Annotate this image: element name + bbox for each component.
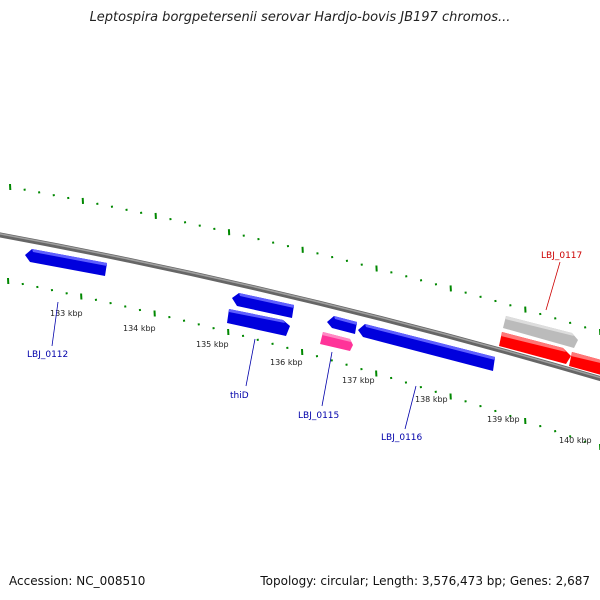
- gene-label-thid[interactable]: thiD: [230, 391, 249, 401]
- scale-label-135: 135 kbp: [196, 340, 229, 349]
- scale-label-134: 134 kbp: [123, 324, 156, 333]
- gene-unlabeled-2[interactable]: [327, 316, 357, 334]
- scale-label-139: 139 kbp: [487, 415, 520, 424]
- gene-grey-feature[interactable]: [503, 316, 578, 348]
- scale-label-140: 140 kbp: [559, 436, 592, 445]
- gene-lbj-0112[interactable]: [25, 249, 107, 276]
- leader-lbj-0117: [545, 261, 561, 311]
- accession-text: Accession: NC_008510: [9, 574, 146, 588]
- upper-tick-row: [9, 183, 600, 336]
- gene-lbj-0117[interactable]: [499, 332, 571, 364]
- map-title: Leptospira borgpetersenii serovar Hardjo…: [89, 10, 511, 25]
- gene-lbj-0115[interactable]: [320, 332, 353, 351]
- genome-summary-text: Topology: circular; Length: 3,576,473 bp…: [260, 574, 590, 588]
- gene-label-lbj-0115[interactable]: LBJ_0115: [298, 411, 339, 421]
- lower-tick-row: [7, 277, 600, 451]
- scale-label-133: 133 kbp: [50, 309, 83, 318]
- leader-lbj-0112: [51, 301, 59, 347]
- gene-label-lbj-0116[interactable]: LBJ_0116: [381, 433, 423, 443]
- gene-lbj-0116[interactable]: [358, 324, 495, 371]
- leader-lbj-0116: [404, 385, 417, 430]
- gene-unlabeled-1[interactable]: [232, 293, 294, 318]
- leader-lbj-0115: [321, 351, 333, 407]
- gene-label-lbj-0112[interactable]: LBJ_0112: [27, 350, 68, 360]
- gene-label-lbj-0117[interactable]: LBJ_0117: [541, 251, 582, 261]
- scale-label-137: 137 kbp: [342, 376, 375, 385]
- scale-label-138: 138 kbp: [415, 395, 448, 404]
- chromosome-backbone: [0, 232, 600, 382]
- gene-red-partial[interactable]: [569, 352, 600, 376]
- scale-label-136: 136 kbp: [270, 358, 303, 367]
- gene-features: [25, 249, 600, 376]
- leader-thid: [245, 338, 256, 387]
- gene-thid[interactable]: [227, 309, 290, 336]
- backbone-highlight: [0, 233, 600, 379]
